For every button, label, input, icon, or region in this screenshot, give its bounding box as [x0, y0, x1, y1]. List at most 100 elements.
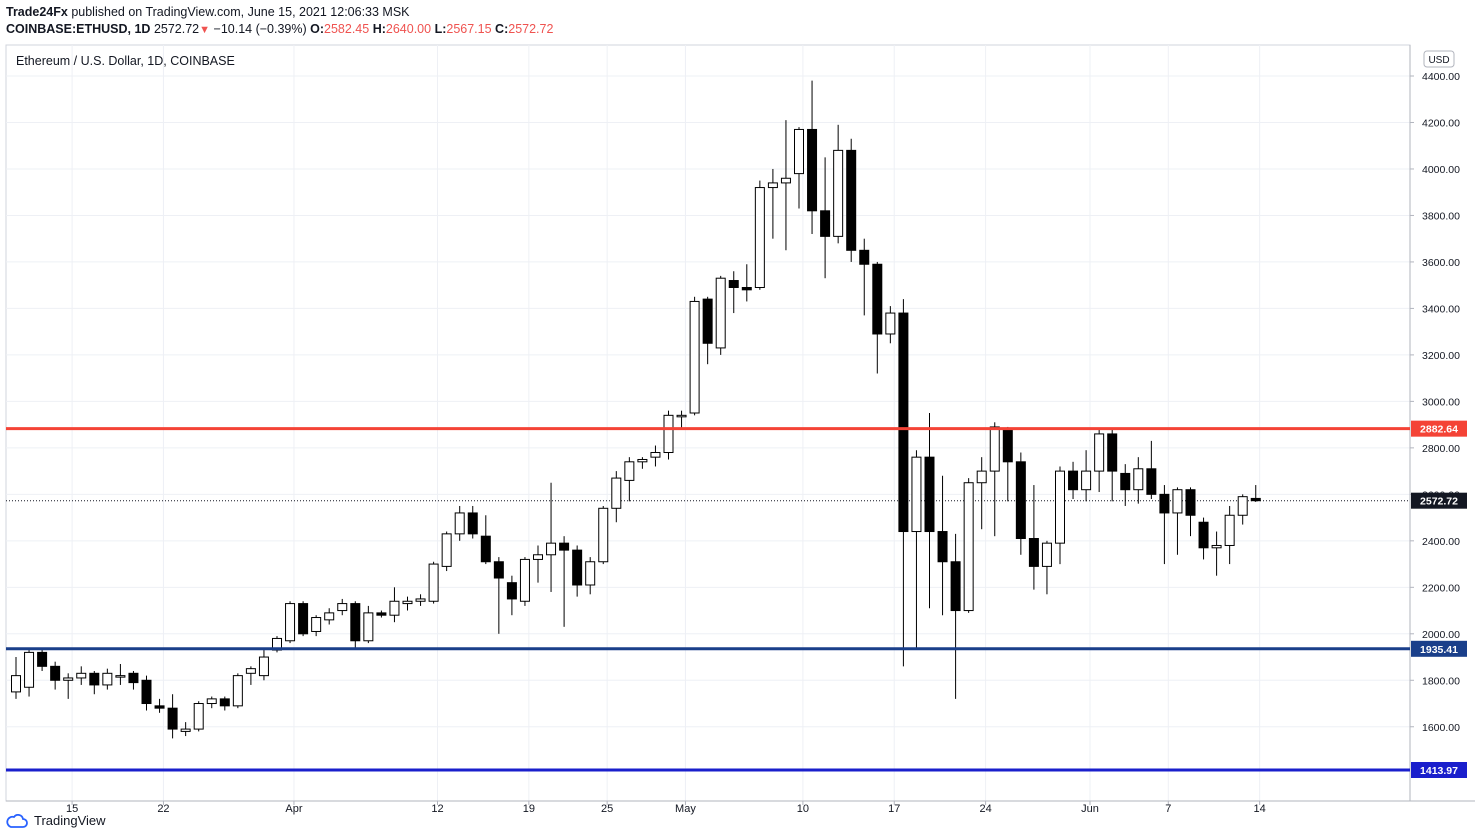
candle-bearish[interactable] — [89, 672, 100, 686]
candle-bullish[interactable] — [193, 703, 204, 730]
candle-bearish[interactable] — [1250, 497, 1261, 502]
candle-bullish[interactable] — [911, 456, 922, 533]
candle-bearish[interactable] — [820, 210, 831, 237]
candle-bullish[interactable] — [1224, 514, 1235, 546]
candle-bearish[interactable] — [702, 298, 713, 344]
candle-bullish[interactable] — [1094, 433, 1105, 472]
candle-bearish[interactable] — [1198, 521, 1209, 549]
candle-bearish[interactable] — [50, 665, 61, 681]
candle-bearish[interactable] — [467, 512, 478, 535]
candle-bullish[interactable] — [1172, 489, 1183, 514]
x-tick-label: 25 — [601, 803, 613, 815]
candle-bullish[interactable] — [780, 177, 791, 184]
candle-bullish[interactable] — [585, 561, 596, 586]
candle-bearish[interactable] — [350, 603, 361, 642]
candle-bullish[interactable] — [402, 600, 413, 605]
candle-bearish[interactable] — [298, 603, 309, 635]
candle-bullish[interactable] — [337, 603, 348, 612]
candle-bullish[interactable] — [650, 452, 661, 458]
candle-bullish[interactable] — [441, 533, 452, 567]
candle-bearish[interactable] — [154, 705, 165, 709]
candle-bearish[interactable] — [1002, 428, 1013, 463]
candle-bullish[interactable] — [102, 672, 113, 686]
candle-bullish[interactable] — [1055, 470, 1065, 544]
candle-bullish[interactable] — [689, 300, 700, 414]
candle-bearish[interactable] — [859, 249, 870, 265]
candle-bullish[interactable] — [24, 651, 35, 688]
candle-bearish[interactable] — [846, 149, 857, 251]
candle-bearish[interactable] — [1159, 493, 1170, 514]
candle-bearish[interactable] — [1120, 472, 1131, 491]
candle-bullish[interactable] — [428, 563, 439, 602]
candle-bullish[interactable] — [546, 542, 557, 556]
x-tick-label: 12 — [431, 803, 443, 815]
candle-bullish[interactable] — [794, 128, 804, 175]
candle-bullish[interactable] — [1211, 544, 1222, 549]
candle-bullish[interactable] — [245, 668, 256, 674]
candle-bullish[interactable] — [1081, 470, 1092, 491]
candle-bullish[interactable] — [976, 470, 987, 484]
candle-bearish[interactable] — [898, 312, 909, 533]
candle-bullish[interactable] — [833, 149, 844, 237]
candle-bullish[interactable] — [624, 461, 635, 481]
candle-bullish[interactable] — [598, 507, 609, 563]
candle-bullish[interactable] — [415, 598, 426, 602]
candle-bullish[interactable] — [454, 512, 465, 535]
candle-bullish[interactable] — [180, 728, 191, 732]
candle-bearish[interactable] — [376, 612, 387, 616]
candle-bearish[interactable] — [219, 698, 230, 707]
candle-bullish[interactable] — [611, 477, 622, 509]
candle-bullish[interactable] — [963, 482, 974, 612]
candle-bullish[interactable] — [1237, 496, 1248, 516]
currency-badge[interactable] — [1423, 50, 1455, 68]
candle-bullish[interactable] — [258, 656, 269, 677]
candle-bullish[interactable] — [11, 675, 21, 693]
candle-bearish[interactable] — [950, 561, 961, 612]
candle-bearish[interactable] — [141, 679, 152, 705]
candle-bullish[interactable] — [115, 675, 126, 678]
candle-bearish[interactable] — [1185, 489, 1196, 516]
candle-bullish[interactable] — [676, 414, 687, 418]
candle-bearish[interactable] — [1146, 468, 1157, 495]
candle-bullish[interactable] — [519, 558, 530, 602]
candle-bullish[interactable] — [232, 675, 243, 707]
candle-bearish[interactable] — [128, 672, 139, 684]
candle-bearish[interactable] — [1015, 461, 1026, 540]
candle-bearish[interactable] — [937, 531, 948, 563]
candle-bearish[interactable] — [506, 582, 517, 600]
candle-bearish[interactable] — [1107, 433, 1118, 472]
candle-bullish[interactable] — [637, 458, 648, 463]
candle-bearish[interactable] — [872, 263, 883, 335]
candle-bullish[interactable] — [63, 677, 74, 681]
candle-bearish[interactable] — [1028, 538, 1039, 567]
candle-bearish[interactable] — [807, 128, 818, 212]
candle-bullish[interactable] — [363, 612, 374, 642]
candle-bullish[interactable] — [1133, 468, 1144, 491]
candle-bearish[interactable] — [741, 286, 752, 291]
candle-bullish[interactable] — [76, 672, 87, 679]
candle-bullish[interactable] — [285, 603, 296, 642]
candle-bullish[interactable] — [311, 617, 322, 632]
candle-bearish[interactable] — [1068, 470, 1079, 491]
candle-bullish[interactable] — [663, 414, 674, 454]
candle-bearish[interactable] — [480, 535, 491, 563]
candle-bearish[interactable] — [572, 549, 583, 586]
candle-bearish[interactable] — [37, 651, 48, 667]
candle-bullish[interactable] — [206, 698, 217, 705]
candle-bullish[interactable] — [885, 312, 896, 335]
candle-bullish[interactable] — [1041, 542, 1052, 567]
candle-bullish[interactable] — [389, 600, 400, 616]
candle-bullish[interactable] — [533, 554, 543, 560]
candle-bearish[interactable] — [493, 561, 504, 579]
candle-bullish[interactable] — [715, 277, 726, 349]
candle-bearish[interactable] — [559, 542, 570, 551]
tradingview-logo[interactable]: TradingView — [6, 813, 106, 828]
candle-bullish[interactable] — [989, 426, 1000, 472]
candle-bearish[interactable] — [924, 456, 935, 533]
candle-bearish[interactable] — [728, 280, 739, 288]
candle-bullish[interactable] — [767, 182, 778, 189]
candle-bullish[interactable] — [754, 187, 765, 288]
candle-bullish[interactable] — [324, 612, 335, 621]
candle-bearish[interactable] — [167, 707, 178, 730]
